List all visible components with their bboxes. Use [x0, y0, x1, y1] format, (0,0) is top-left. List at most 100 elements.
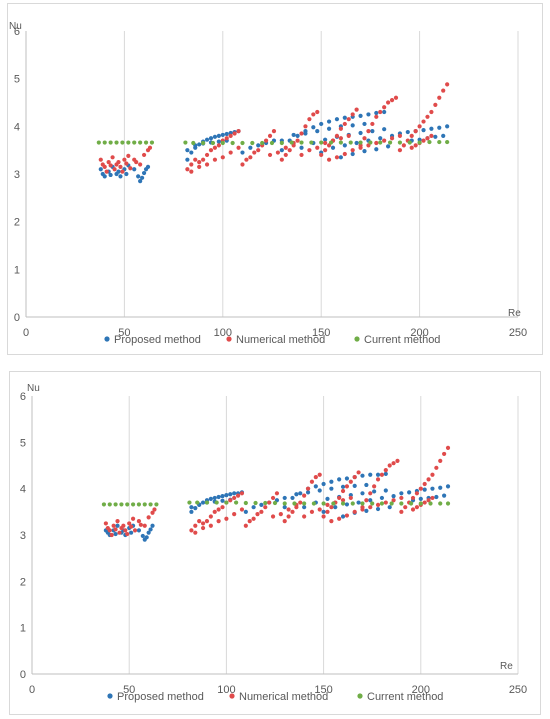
- chart-1-data-point: [228, 150, 233, 155]
- chart-1-data-point: [328, 140, 334, 145]
- chart-1-data-point: [307, 117, 312, 122]
- chart-2-data-point: [426, 498, 431, 503]
- chart-1-data-point: [334, 133, 340, 138]
- chart-1-data-point: [350, 112, 355, 117]
- chart-1-data-point: [338, 136, 343, 141]
- chart-1-data-point: [132, 140, 137, 145]
- chart-2-data-point: [352, 483, 357, 488]
- chart-1-data-point: [326, 126, 332, 131]
- chart-2-data-point: [115, 523, 120, 528]
- chart-1-data-point: [413, 129, 418, 134]
- chart-1-data-point: [378, 109, 383, 115]
- chart-2-y-axis-title: Nu: [27, 383, 40, 394]
- chart-2-data-point: [247, 519, 252, 524]
- chart-1-x-tick-label: 0: [23, 327, 29, 339]
- chart-1-data-point: [346, 117, 351, 122]
- chart-1-data-point: [275, 150, 281, 155]
- chart-2-data-point: [148, 502, 153, 507]
- chart-1-data-point: [191, 140, 196, 146]
- chart-2-data-point: [101, 502, 107, 507]
- chart-1-data-point: [315, 145, 320, 150]
- chart-1-data-point: [299, 152, 304, 158]
- chart-2-data-point: [344, 484, 350, 489]
- chart-2-data-point: [103, 521, 108, 526]
- chart-1-data-point: [120, 169, 125, 174]
- chart-2-data-point: [136, 519, 142, 524]
- chart-1-series-numerical-method: [98, 82, 450, 174]
- chart-1-data-point: [212, 134, 218, 139]
- chart-1-x-tick-label: 200: [410, 327, 428, 339]
- chart-2-data-point: [430, 486, 435, 491]
- chart-1-data-point: [441, 88, 446, 93]
- chart-2-data-point: [311, 501, 316, 506]
- chart-2-data-point: [325, 496, 330, 501]
- chart-1-data-point: [112, 167, 117, 172]
- chart-2-data-point: [321, 481, 326, 487]
- chart-2-data-point: [113, 502, 118, 507]
- chart-2-data-point: [193, 523, 198, 528]
- chart-2-data-point: [235, 493, 241, 498]
- chart-1-legend-marker: [226, 336, 232, 342]
- chart-2-data-point: [282, 495, 287, 501]
- chart-2-x-tick-label: 0: [29, 684, 35, 696]
- chart-2-data-point: [150, 523, 155, 528]
- chart-1-data-point: [108, 163, 113, 168]
- chart-2-data-point: [321, 501, 326, 506]
- chart-2-data-point: [317, 507, 322, 512]
- chart-1-data-point: [279, 157, 284, 162]
- chart-1-data-point: [224, 136, 229, 141]
- chart-1-data-point: [138, 140, 143, 145]
- chart-2-data-point: [189, 528, 194, 533]
- chart-2-data-point: [197, 519, 202, 524]
- chart-2-data-point: [208, 496, 213, 501]
- chart-1-data-point: [354, 107, 359, 112]
- chart-2-data-point: [263, 500, 268, 506]
- chart-2-data-point: [337, 516, 342, 521]
- chart-1-data-point: [437, 125, 442, 130]
- chart-1-data-point: [358, 130, 363, 136]
- chart-2-data-point: [340, 488, 346, 494]
- chart-1-data-point: [295, 138, 300, 143]
- chart-2-data-point: [243, 509, 248, 514]
- chart-1-data-point: [319, 121, 324, 127]
- chart-2-data-point: [414, 505, 420, 510]
- chart-1-data-point: [236, 145, 241, 150]
- chart-1-data-point: [303, 124, 308, 129]
- chart-1-data-point: [315, 129, 320, 134]
- chart-2-data-point: [290, 509, 295, 514]
- chart-2-data-point: [309, 509, 315, 514]
- chart-2-data-point: [142, 523, 147, 528]
- chart-2-data-point: [286, 507, 291, 512]
- chart-1-data-point: [230, 140, 235, 146]
- chart-2-data-point: [350, 501, 355, 506]
- chart-2-data-point: [360, 473, 365, 478]
- chart-1-data-point: [338, 126, 343, 131]
- chart-2-legend-label: Proposed method: [117, 691, 204, 703]
- chart-1-data-point: [189, 162, 194, 167]
- chart-1-data-point: [309, 140, 314, 145]
- chart-1-data-point: [330, 145, 336, 150]
- chart-1-data-point: [291, 132, 296, 138]
- chart-2-data-point: [434, 465, 439, 470]
- chart-1-legend-label: Proposed method: [114, 334, 201, 346]
- chart-1-data-point: [224, 131, 229, 137]
- chart-2-data-point: [391, 498, 396, 503]
- chart-1-data-point: [366, 129, 371, 134]
- chart-2-data-point: [399, 495, 404, 501]
- chart-1-data-point: [374, 110, 379, 116]
- chart-2-data-point: [442, 451, 447, 457]
- chart-1-legend-label: Numerical method: [236, 334, 325, 346]
- chart-1-data-point: [319, 140, 324, 145]
- chart-2-data-point: [146, 515, 151, 520]
- chart-2-data-point: [115, 519, 120, 524]
- chart-1-data-point: [362, 121, 367, 127]
- chart-2-data-point: [340, 484, 346, 489]
- chart-2-data-point: [364, 498, 369, 503]
- chart-2-data-point: [438, 485, 443, 490]
- chart-1-data-point: [185, 157, 190, 162]
- chart-1-data-point: [128, 166, 133, 171]
- chart-1-plot: 0 1 2 3 4 5 6 0 50 100 150 200 250 Nu Re Proposed metho…: [9, 21, 527, 346]
- chart-2-data-point: [290, 495, 295, 501]
- chart-1-data-point: [134, 159, 139, 165]
- chart-2-data-point: [344, 476, 350, 481]
